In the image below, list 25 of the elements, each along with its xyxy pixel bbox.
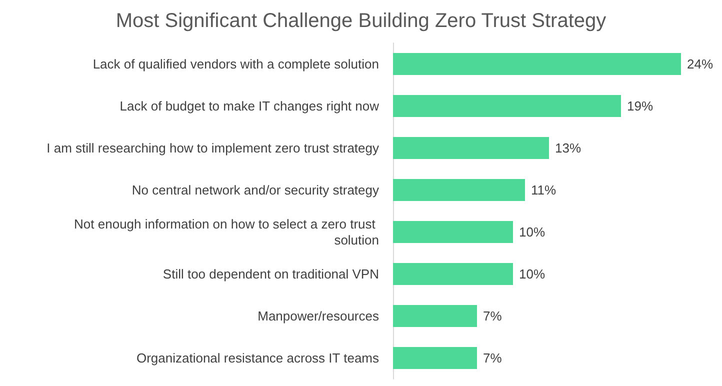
- y-tick-label: Not enough information on how to select a zero trust solution: [74, 216, 379, 248]
- bar: [393, 179, 525, 201]
- data-label: 10%: [519, 266, 546, 282]
- data-label: 19%: [627, 98, 654, 114]
- bar: [393, 263, 513, 285]
- bar: [393, 305, 477, 327]
- y-tick-label: No central network and/or security strategy: [132, 182, 380, 198]
- y-tick-label: Manpower/resources: [258, 308, 380, 324]
- bar: [393, 53, 681, 75]
- bar: [393, 221, 513, 243]
- y-tick-label: Lack of qualified vendors with a complete solution: [92, 56, 379, 72]
- data-label: 7%: [483, 308, 502, 324]
- y-tick-label: Organizational resistance across IT teams: [136, 350, 380, 366]
- bar: [393, 95, 621, 117]
- y-tick-label: I am still researching how to implement zero trust strategy: [46, 140, 380, 156]
- chart-title: Most Significant Challenge Building Zero Trust Strategy: [116, 10, 606, 32]
- bar: [393, 347, 477, 369]
- data-label: 11%: [531, 182, 556, 198]
- data-label: 10%: [519, 224, 546, 240]
- y-tick-label: Still too dependent on traditional VPN: [162, 266, 379, 282]
- data-label: 13%: [555, 140, 582, 156]
- data-label: 7%: [483, 350, 502, 366]
- data-label: 24%: [687, 56, 714, 72]
- bar: [393, 137, 549, 159]
- y-tick-label: Lack of budget to make IT changes right now: [120, 98, 380, 114]
